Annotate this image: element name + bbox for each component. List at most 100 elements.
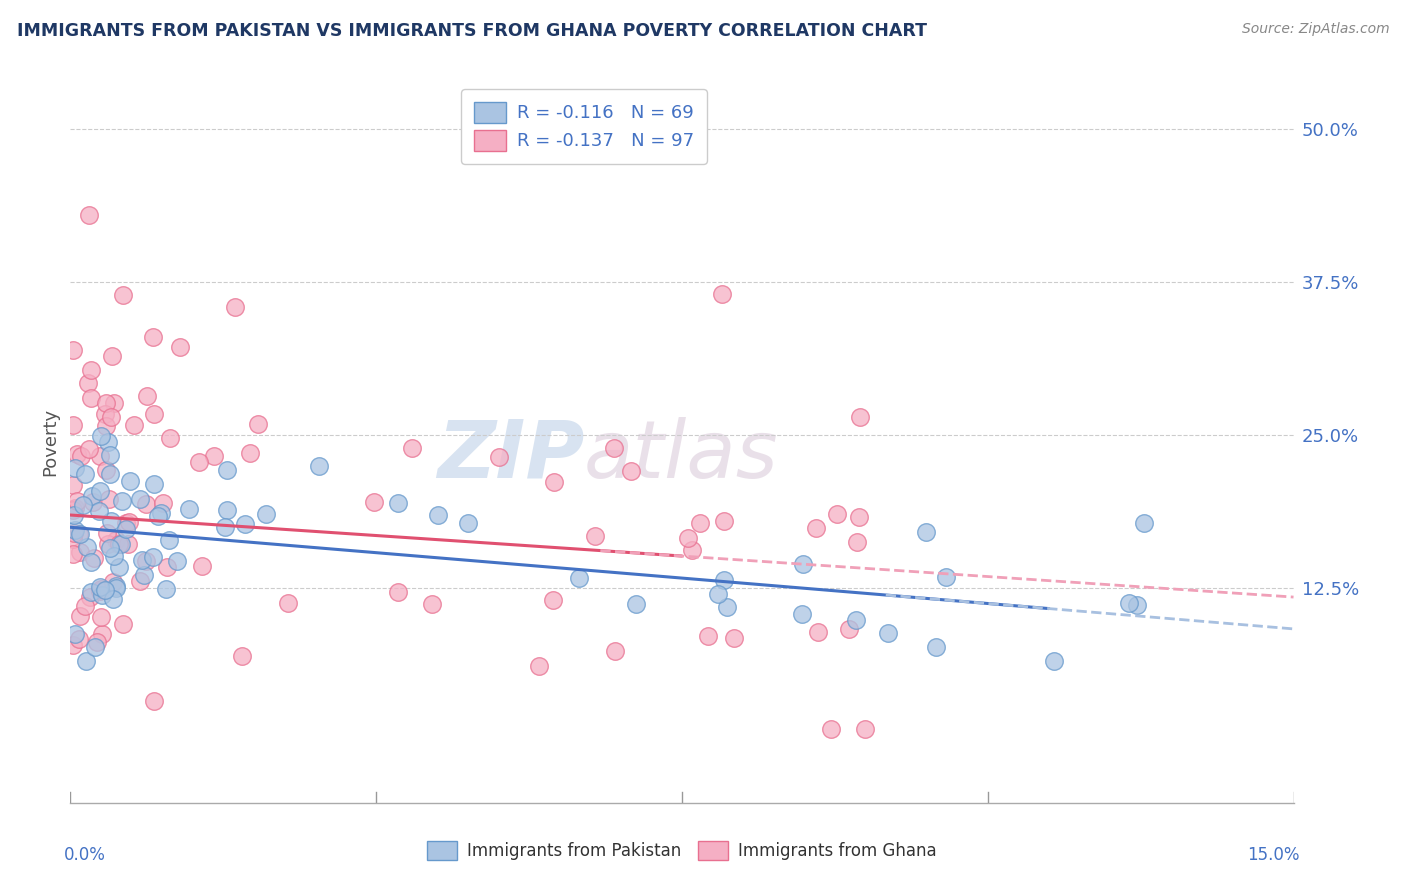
Point bbox=[69, 608, 91, 623]
Point bbox=[70, 449, 93, 463]
Point bbox=[157, 533, 180, 548]
Point bbox=[98, 492, 121, 507]
Point bbox=[1125, 598, 1147, 612]
Point bbox=[541, 592, 564, 607]
Point bbox=[142, 694, 165, 708]
Point bbox=[853, 723, 876, 737]
Point bbox=[935, 569, 957, 583]
Point bbox=[713, 514, 735, 528]
Point bbox=[112, 617, 135, 632]
Point bbox=[807, 624, 830, 639]
Point bbox=[401, 442, 423, 456]
Point bbox=[75, 654, 97, 668]
Point bbox=[1042, 654, 1064, 668]
Point bbox=[135, 554, 157, 568]
Text: ZIP: ZIP bbox=[437, 417, 583, 495]
Point bbox=[94, 419, 117, 434]
Point bbox=[80, 585, 103, 599]
Point bbox=[75, 467, 97, 481]
Point bbox=[583, 529, 606, 543]
Point bbox=[83, 640, 105, 654]
Point bbox=[202, 449, 225, 463]
Point bbox=[94, 463, 117, 477]
Point bbox=[217, 502, 239, 516]
Point bbox=[65, 460, 87, 475]
Point bbox=[101, 591, 124, 606]
Point bbox=[848, 409, 870, 424]
Point bbox=[134, 568, 156, 582]
Point bbox=[136, 389, 159, 403]
Point bbox=[97, 434, 120, 449]
Point bbox=[877, 626, 900, 640]
Point bbox=[156, 560, 179, 574]
Point bbox=[155, 582, 177, 597]
Point bbox=[107, 560, 129, 574]
Point bbox=[62, 343, 84, 357]
Point bbox=[568, 571, 591, 585]
Point bbox=[76, 376, 98, 390]
Point bbox=[187, 455, 209, 469]
Point bbox=[713, 573, 735, 587]
Point bbox=[233, 517, 256, 532]
Point bbox=[277, 596, 299, 610]
Point bbox=[169, 341, 191, 355]
Point bbox=[90, 588, 112, 602]
Text: Source: ZipAtlas.com: Source: ZipAtlas.com bbox=[1241, 22, 1389, 37]
Point bbox=[93, 407, 115, 421]
Point bbox=[118, 515, 141, 529]
Point bbox=[90, 582, 112, 597]
Point bbox=[426, 508, 449, 523]
Point bbox=[711, 287, 734, 301]
Point bbox=[62, 418, 84, 433]
Point bbox=[152, 496, 174, 510]
Point bbox=[101, 575, 124, 590]
Point bbox=[79, 362, 101, 376]
Point bbox=[142, 549, 165, 564]
Point bbox=[62, 547, 84, 561]
Point bbox=[149, 506, 172, 520]
Point bbox=[86, 635, 108, 649]
Point bbox=[246, 417, 269, 431]
Point bbox=[87, 504, 110, 518]
Y-axis label: Poverty: Poverty bbox=[41, 408, 59, 475]
Point bbox=[620, 464, 643, 478]
Point bbox=[128, 574, 150, 589]
Point bbox=[94, 582, 117, 597]
Point bbox=[90, 610, 112, 624]
Point bbox=[67, 527, 90, 541]
Point bbox=[97, 537, 120, 551]
Point bbox=[120, 474, 142, 488]
Text: 0.0%: 0.0% bbox=[65, 847, 105, 864]
Point bbox=[103, 549, 125, 563]
Point bbox=[69, 526, 91, 541]
Point bbox=[62, 638, 84, 652]
Point bbox=[254, 507, 277, 521]
Point bbox=[308, 459, 330, 474]
Point bbox=[112, 287, 135, 301]
Point bbox=[90, 627, 112, 641]
Point bbox=[142, 330, 165, 344]
Point bbox=[845, 613, 868, 627]
Point bbox=[723, 631, 745, 645]
Point bbox=[83, 550, 105, 565]
Point bbox=[143, 477, 166, 491]
Point bbox=[65, 500, 87, 515]
Point bbox=[89, 581, 111, 595]
Point bbox=[697, 629, 720, 643]
Point bbox=[214, 519, 236, 533]
Point bbox=[914, 524, 936, 539]
Text: IMMIGRANTS FROM PAKISTAN VS IMMIGRANTS FROM GHANA POVERTY CORRELATION CHART: IMMIGRANTS FROM PAKISTAN VS IMMIGRANTS F… bbox=[17, 22, 927, 40]
Point bbox=[80, 555, 103, 569]
Point bbox=[457, 516, 479, 531]
Point bbox=[177, 502, 200, 516]
Text: 15.0%: 15.0% bbox=[1247, 847, 1299, 864]
Point bbox=[543, 475, 565, 490]
Point bbox=[166, 554, 188, 568]
Point bbox=[105, 533, 128, 548]
Point bbox=[66, 446, 89, 460]
Point bbox=[239, 446, 262, 460]
Point bbox=[115, 516, 138, 531]
Text: atlas: atlas bbox=[583, 417, 779, 495]
Point bbox=[603, 643, 626, 657]
Point bbox=[98, 449, 121, 463]
